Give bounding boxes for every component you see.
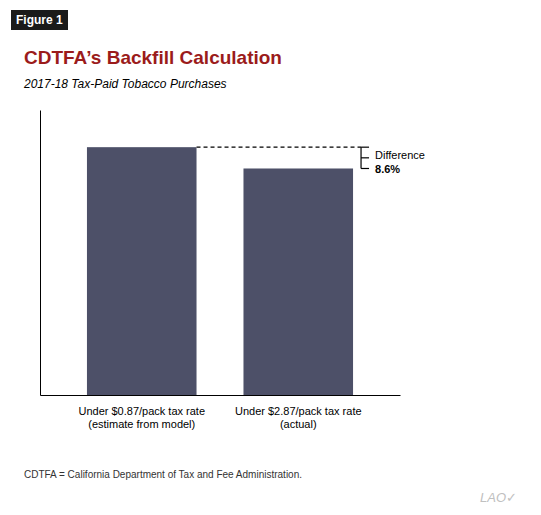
subtitle: 2017-18 Tax-Paid Tobacco Purchases (23, 77, 227, 91)
x-tick-label-line: (actual) (280, 418, 317, 430)
title: CDTFA’s Backfill Calculation (24, 47, 282, 68)
chart: Figure 1 CDTFA’s Backfill Calculation 2017… (0, 0, 541, 515)
figure-label: Figure 1 (16, 13, 63, 27)
bracket-tick (361, 157, 369, 158)
plot-area (87, 147, 369, 395)
y-axis (40, 111, 41, 396)
annotation: 8.6% (375, 163, 400, 175)
x-axis-line (41, 395, 401, 396)
bar (87, 147, 197, 395)
x-tick: Under $0.87/pack tax rate(estimate from … (78, 395, 205, 430)
x-axis: Under $0.87/pack tax rate(estimate from … (41, 395, 401, 430)
bar (243, 168, 353, 395)
figure-label-box (11, 10, 68, 30)
reference-line (197, 147, 362, 148)
difference-bracket (197, 147, 370, 168)
y-axis-line (40, 111, 41, 396)
annotation: Difference (375, 149, 425, 161)
footnote: CDTFA = California Department of Tax and… (24, 469, 302, 480)
watermark: LAO✓ (480, 490, 517, 505)
x-tick-label: Under $2.87/pack tax rate(actual) (235, 405, 362, 430)
bracket-tick (361, 147, 369, 148)
x-tick: Under $2.87/pack tax rate(actual) (235, 395, 362, 430)
x-tick-label-line: (estimate from model) (88, 418, 195, 430)
x-tick-label-line: Under $0.87/pack tax rate (78, 405, 205, 417)
x-tick-label-line: Under $2.87/pack tax rate (235, 405, 362, 417)
x-tick-label: Under $0.87/pack tax rate(estimate from … (78, 405, 205, 430)
bracket-tick (361, 168, 369, 169)
